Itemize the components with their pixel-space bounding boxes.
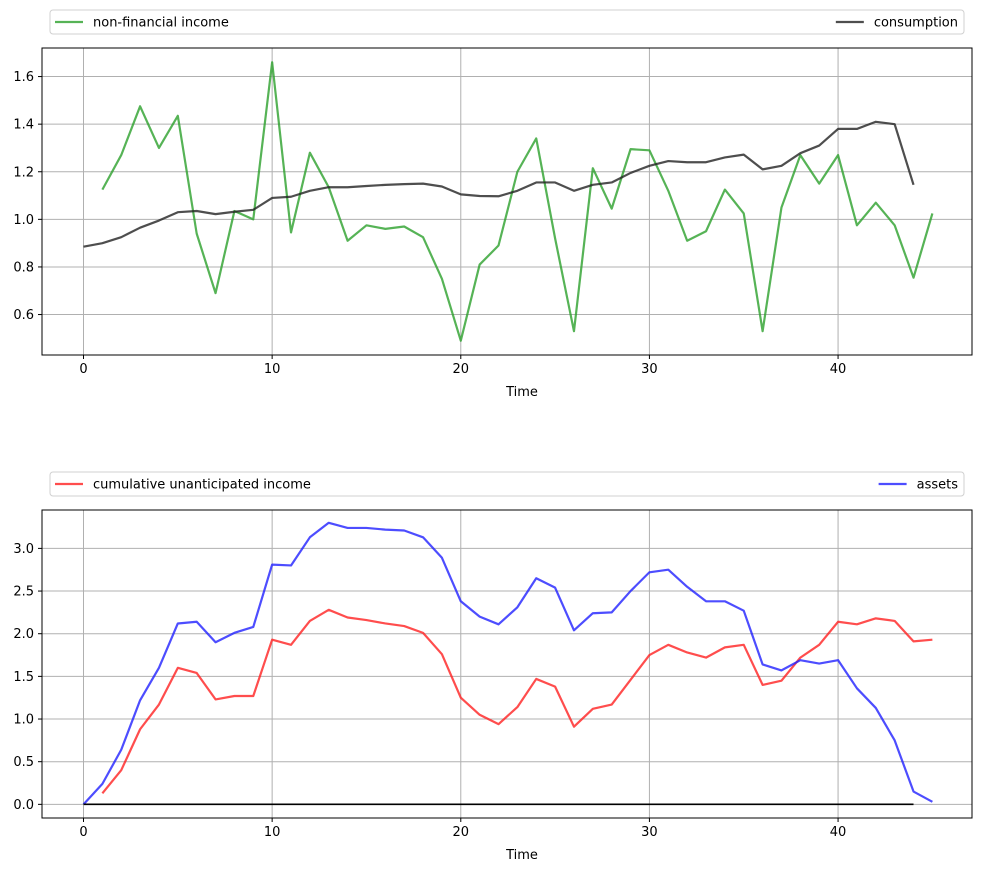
x-tick-label: 20 <box>453 825 470 840</box>
non-financial-income-line <box>101 61 934 342</box>
x-tick-label: 20 <box>453 362 470 377</box>
y-tick-label: 0.0 <box>13 798 34 813</box>
x-tick-label: 30 <box>641 825 658 840</box>
y-tick-label: 1.4 <box>13 118 34 133</box>
legend-box <box>49 471 965 497</box>
cumulative-unanticipated-income-line <box>101 608 933 794</box>
y-tick-label: 1.2 <box>13 165 34 180</box>
y-tick-label: 0.8 <box>13 260 34 275</box>
y-tick-label: 2.5 <box>13 585 34 600</box>
plot-frame <box>41 509 973 819</box>
x-tick-label: 0 <box>79 825 87 840</box>
y-tick-label: 0.6 <box>13 308 34 323</box>
legend-label: consumption <box>874 16 958 31</box>
y-tick-label: 1.0 <box>13 713 34 728</box>
x-tick-label: 10 <box>264 825 281 840</box>
x-tick-label: 40 <box>830 825 847 840</box>
legend-label: non-financial income <box>93 16 229 31</box>
y-tick-label: 2.0 <box>13 627 34 642</box>
y-tick-label: 0.5 <box>13 755 34 770</box>
plot-frame <box>41 47 973 356</box>
legend-label: assets <box>917 478 959 493</box>
x-tick-label: 10 <box>264 362 281 377</box>
top-panel: 0 10 20 30 40 0.6 0.8 1.0 1.2 1.4 1.6 Time non-finan… <box>13 9 973 400</box>
assets-line <box>82 521 933 806</box>
y-tick-label: 1.0 <box>13 213 34 228</box>
y-tick-label: 3.0 <box>13 542 34 557</box>
y-tick-label: 1.6 <box>13 70 34 85</box>
legend-box <box>49 9 965 35</box>
x-tick-label: 30 <box>641 362 658 377</box>
bottom-panel: 0 10 20 30 40 0.0 0.5 1.0 1.5 2.0 2.5 3.0 Time cumula… <box>13 471 973 863</box>
x-tick-label: 0 <box>79 362 87 377</box>
y-tick-label: 1.5 <box>13 670 34 685</box>
x-tick-label: 40 <box>830 362 847 377</box>
x-axis-label: Time <box>505 848 538 863</box>
consumption-line <box>83 120 915 248</box>
legend-label: cumulative unanticipated income <box>93 478 311 493</box>
x-axis-label: Time <box>505 385 538 400</box>
